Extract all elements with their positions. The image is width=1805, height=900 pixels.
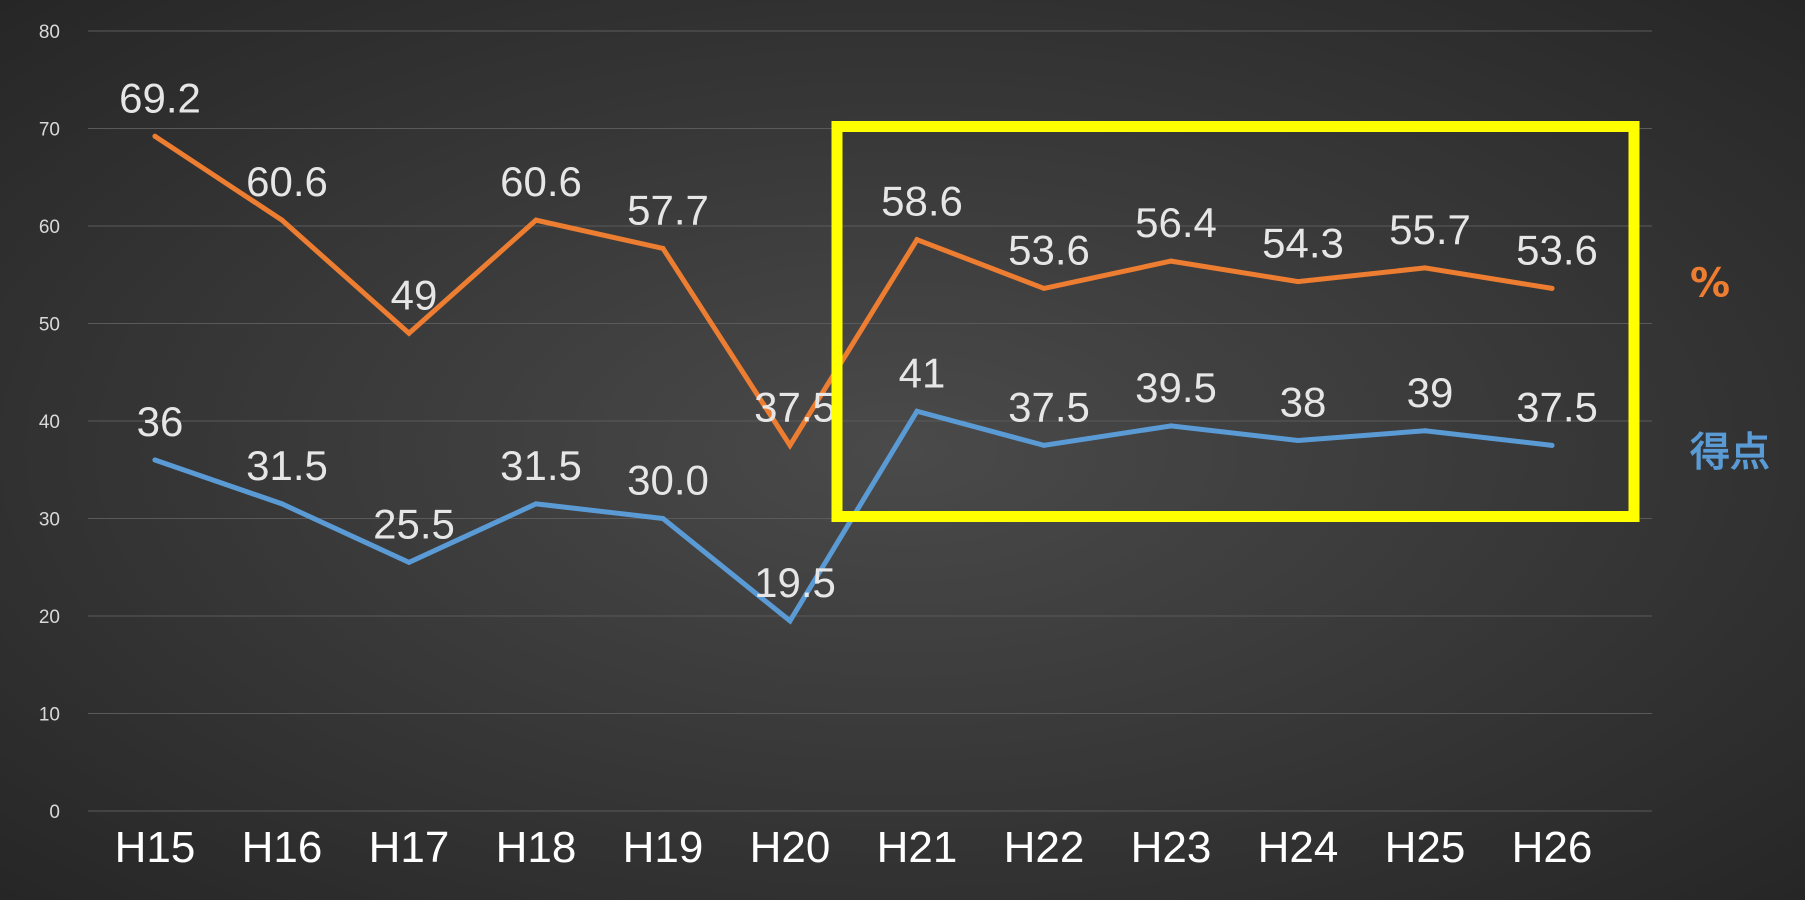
x-tick-label: H16 — [242, 823, 323, 872]
data-label: 38 — [1280, 379, 1327, 426]
data-point — [1422, 265, 1428, 271]
y-tick-label: 60 — [39, 217, 60, 238]
data-label: 37.5 — [1008, 383, 1090, 430]
data-label: 69.2 — [119, 74, 201, 121]
data-point — [406, 559, 412, 565]
data-point — [1168, 423, 1174, 429]
y-tick-label: 30 — [39, 510, 60, 531]
x-tick-label: H19 — [623, 823, 704, 872]
data-label: 25.5 — [373, 500, 455, 547]
x-tick-label: H24 — [1258, 823, 1339, 872]
y-tick-label: 40 — [39, 412, 60, 433]
legend-label: % — [1690, 260, 1730, 306]
y-tick-label: 80 — [39, 22, 60, 43]
legend: % 得点 — [1690, 260, 1770, 475]
data-point — [1422, 428, 1428, 434]
data-label: 53.6 — [1008, 226, 1090, 273]
y-tick-label: 0 — [49, 802, 60, 823]
series-lines — [152, 133, 1555, 625]
data-point — [533, 217, 539, 223]
data-point — [152, 457, 158, 463]
highlight-rectangle — [831, 121, 1640, 522]
data-point — [1295, 279, 1301, 285]
data-point — [1549, 442, 1555, 448]
data-point — [1549, 285, 1555, 291]
x-tick-label: H25 — [1385, 823, 1466, 872]
data-label: 56.4 — [1135, 199, 1217, 246]
data-label: 57.7 — [627, 186, 709, 233]
data-point — [1168, 258, 1174, 264]
data-point — [533, 501, 539, 507]
data-label: 54.3 — [1262, 220, 1344, 267]
legend-label: 得点 — [1690, 429, 1770, 475]
highlight-box — [831, 121, 1640, 522]
x-tick-label: H18 — [496, 823, 577, 872]
x-tick-label: H20 — [750, 823, 831, 872]
data-label: 39.5 — [1135, 364, 1217, 411]
data-point — [914, 237, 920, 243]
data-label: 53.6 — [1516, 226, 1598, 273]
series-line-percent — [152, 133, 1555, 451]
y-tick-label: 70 — [39, 120, 60, 141]
data-label: 55.7 — [1389, 206, 1471, 253]
x-tick-label: H15 — [115, 823, 196, 872]
data-label: 58.6 — [881, 178, 963, 225]
y-tick-label: 10 — [39, 705, 60, 726]
data-label: 31.5 — [500, 442, 582, 489]
data-point — [787, 618, 793, 624]
data-label: 60.6 — [246, 158, 328, 205]
data-label: 30.0 — [627, 457, 709, 504]
x-tick-label: H17 — [369, 823, 450, 872]
y-tick-label: 20 — [39, 607, 60, 628]
x-tick-label: H23 — [1131, 823, 1212, 872]
data-label: 37.5 — [754, 383, 836, 430]
x-axis: H15 H16 H17 H18 H19 H20 H21 H22 H23 H24 H25 H26 — [115, 823, 1593, 872]
data-point — [1041, 442, 1047, 448]
y-axis: 0 10 20 30 40 50 60 70 80 — [39, 22, 60, 823]
data-label: 19.5 — [754, 559, 836, 606]
data-label: 60.6 — [500, 158, 582, 205]
data-label: 36 — [137, 398, 184, 445]
data-labels: 69.2 60.6 49 60.6 57.7 37.5 58.6 53.6 56.4 54.3 55… — [119, 74, 1598, 606]
data-point — [1295, 438, 1301, 443]
y-tick-label: 50 — [39, 315, 60, 336]
x-tick-label: H21 — [877, 823, 958, 872]
data-point — [152, 133, 158, 139]
data-point — [406, 330, 412, 336]
data-label: 41 — [899, 349, 946, 396]
data-point — [1041, 285, 1047, 291]
x-tick-label: H26 — [1512, 823, 1593, 872]
data-point — [279, 501, 285, 507]
data-label: 31.5 — [246, 442, 328, 489]
data-label: 39 — [1407, 369, 1454, 416]
data-point — [660, 516, 666, 521]
data-label: 49 — [391, 271, 438, 318]
x-tick-label: H22 — [1004, 823, 1085, 872]
data-point — [660, 245, 666, 251]
data-label: 37.5 — [1516, 383, 1598, 430]
data-point — [279, 217, 285, 223]
data-point — [914, 408, 920, 414]
data-point — [787, 442, 793, 448]
gridlines — [88, 30, 1652, 812]
